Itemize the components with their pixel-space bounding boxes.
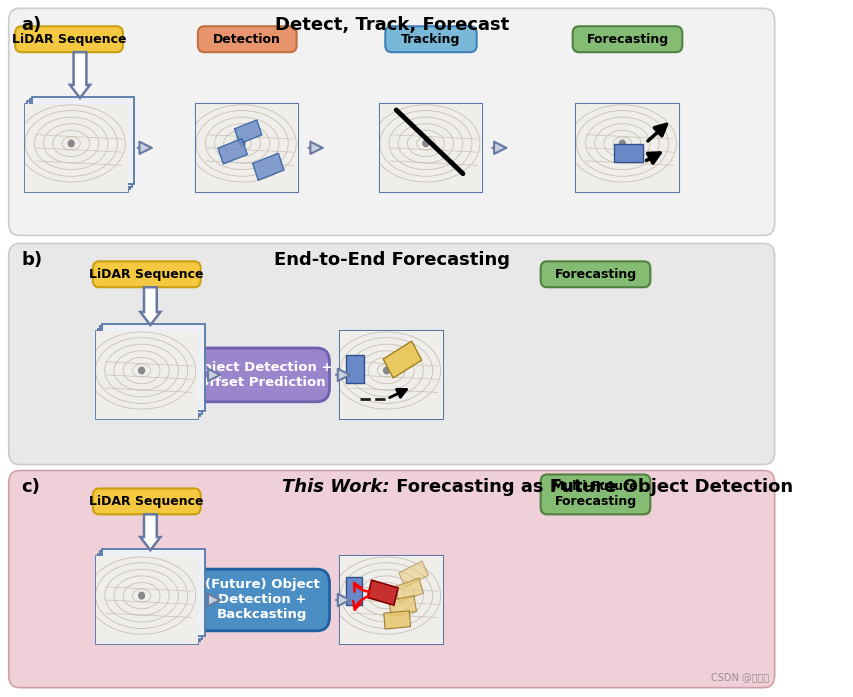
- FancyBboxPatch shape: [93, 489, 200, 514]
- Text: c): c): [21, 478, 40, 496]
- Bar: [398, 561, 428, 587]
- Circle shape: [382, 592, 390, 599]
- Polygon shape: [140, 514, 160, 550]
- Bar: [367, 580, 397, 605]
- Text: Forecasting as Future Object Detection: Forecasting as Future Object Detection: [389, 478, 792, 496]
- Bar: [252, 153, 284, 181]
- Circle shape: [618, 139, 625, 147]
- Bar: [235, 120, 262, 144]
- FancyBboxPatch shape: [15, 26, 123, 52]
- FancyBboxPatch shape: [340, 556, 443, 644]
- Text: Multi-Future
Forecasting: Multi-Future Forecasting: [552, 480, 638, 508]
- FancyBboxPatch shape: [196, 104, 298, 192]
- Text: Detection: Detection: [213, 33, 281, 46]
- FancyBboxPatch shape: [102, 549, 205, 636]
- Bar: [383, 341, 421, 378]
- Polygon shape: [140, 287, 160, 325]
- Text: Forecasting: Forecasting: [586, 33, 668, 46]
- FancyBboxPatch shape: [194, 569, 329, 631]
- Text: This Work:: This Work:: [281, 478, 389, 496]
- Circle shape: [238, 139, 246, 147]
- FancyBboxPatch shape: [576, 104, 678, 192]
- Text: CSDN @小今风: CSDN @小今风: [710, 672, 769, 682]
- Text: LiDAR Sequence: LiDAR Sequence: [12, 33, 126, 46]
- FancyBboxPatch shape: [340, 331, 443, 419]
- FancyBboxPatch shape: [540, 261, 650, 287]
- Text: b): b): [21, 252, 43, 269]
- Bar: [345, 577, 362, 605]
- FancyBboxPatch shape: [96, 556, 198, 644]
- Text: LiDAR Sequence: LiDAR Sequence: [90, 268, 204, 281]
- FancyBboxPatch shape: [100, 551, 202, 639]
- Bar: [345, 355, 364, 383]
- FancyBboxPatch shape: [572, 26, 682, 52]
- FancyBboxPatch shape: [25, 104, 127, 192]
- Bar: [613, 144, 642, 162]
- Circle shape: [382, 367, 390, 374]
- Circle shape: [138, 367, 145, 374]
- FancyBboxPatch shape: [340, 556, 443, 644]
- Text: Detect, Track, Forecast: Detect, Track, Forecast: [274, 16, 508, 34]
- FancyBboxPatch shape: [9, 243, 774, 464]
- Text: Object Detection +
Offset Prediction: Object Detection + Offset Prediction: [191, 361, 333, 389]
- FancyBboxPatch shape: [540, 475, 650, 514]
- FancyBboxPatch shape: [27, 102, 130, 189]
- FancyBboxPatch shape: [25, 104, 127, 192]
- FancyBboxPatch shape: [30, 99, 132, 187]
- Polygon shape: [70, 52, 90, 98]
- FancyBboxPatch shape: [9, 8, 774, 236]
- FancyBboxPatch shape: [340, 331, 443, 419]
- Circle shape: [67, 139, 75, 147]
- Bar: [394, 578, 423, 602]
- FancyBboxPatch shape: [32, 96, 134, 184]
- FancyBboxPatch shape: [198, 26, 296, 52]
- Text: End-to-End Forecasting: End-to-End Forecasting: [273, 252, 509, 269]
- FancyBboxPatch shape: [385, 26, 476, 52]
- FancyBboxPatch shape: [196, 104, 298, 192]
- FancyBboxPatch shape: [96, 331, 198, 419]
- Circle shape: [421, 139, 429, 147]
- FancyBboxPatch shape: [100, 326, 202, 414]
- FancyBboxPatch shape: [93, 261, 200, 287]
- Text: a): a): [21, 16, 42, 34]
- FancyBboxPatch shape: [102, 323, 205, 411]
- Circle shape: [138, 592, 145, 599]
- FancyBboxPatch shape: [194, 348, 329, 401]
- Bar: [218, 139, 247, 164]
- Text: (Future) Object
Detection +
Backcasting: (Future) Object Detection + Backcasting: [204, 579, 319, 622]
- FancyBboxPatch shape: [576, 104, 678, 192]
- FancyBboxPatch shape: [98, 553, 200, 641]
- FancyBboxPatch shape: [380, 104, 482, 192]
- Bar: [383, 611, 410, 629]
- FancyBboxPatch shape: [9, 470, 774, 688]
- Text: Forecasting: Forecasting: [554, 268, 635, 281]
- Text: LiDAR Sequence: LiDAR Sequence: [90, 495, 204, 508]
- FancyBboxPatch shape: [98, 328, 200, 416]
- FancyBboxPatch shape: [380, 104, 482, 192]
- FancyBboxPatch shape: [96, 331, 198, 419]
- FancyBboxPatch shape: [96, 556, 198, 644]
- Text: Tracking: Tracking: [401, 33, 460, 46]
- Bar: [388, 596, 416, 616]
